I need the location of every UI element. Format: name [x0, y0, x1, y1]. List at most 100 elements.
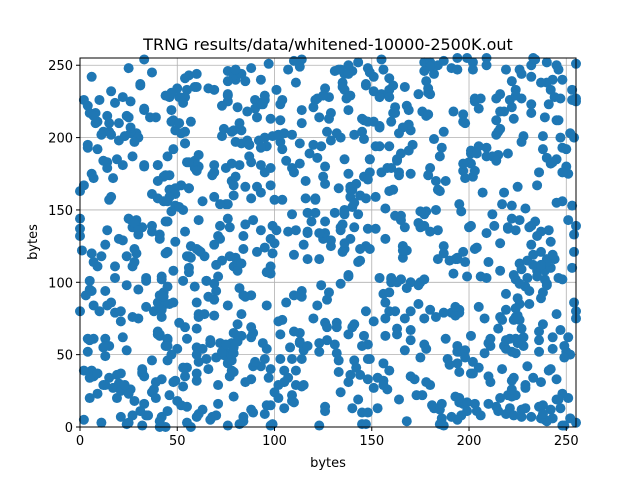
- data-point: [102, 300, 113, 311]
- data-point: [364, 154, 375, 165]
- data-point: [181, 84, 192, 95]
- data-point: [191, 165, 202, 176]
- data-point: [510, 333, 521, 344]
- data-point: [259, 353, 270, 364]
- data-point: [535, 377, 546, 388]
- data-point: [158, 291, 169, 302]
- data-point: [530, 54, 541, 65]
- data-point: [491, 115, 502, 126]
- data-point: [216, 255, 227, 266]
- data-point: [380, 297, 391, 308]
- data-point: [230, 64, 241, 75]
- data-point: [119, 380, 130, 391]
- data-point: [458, 116, 469, 127]
- data-point: [240, 181, 251, 192]
- data-point: [500, 304, 511, 315]
- data-point: [335, 387, 346, 398]
- data-point: [106, 129, 117, 140]
- data-point: [226, 355, 237, 366]
- data-point: [559, 420, 570, 431]
- data-point: [462, 271, 473, 282]
- data-point: [343, 68, 354, 79]
- data-point: [522, 272, 533, 283]
- data-point: [146, 67, 157, 78]
- data-point: [555, 403, 566, 414]
- data-point: [364, 353, 375, 364]
- data-point: [547, 74, 558, 85]
- data-point: [143, 410, 154, 421]
- data-point: [209, 160, 220, 171]
- data-point: [448, 106, 459, 117]
- data-point: [290, 225, 301, 236]
- data-point: [265, 233, 276, 244]
- y-axis-ticks: 0 50 100 150 200 250: [48, 59, 80, 436]
- data-point: [156, 312, 167, 323]
- data-point: [100, 340, 111, 351]
- data-point: [123, 388, 134, 399]
- data-point: [403, 105, 414, 116]
- data-point: [339, 154, 350, 165]
- data-point: [174, 202, 185, 213]
- data-point: [475, 271, 486, 282]
- data-point: [76, 245, 87, 256]
- data-point: [360, 306, 371, 317]
- data-point: [117, 92, 128, 103]
- data-point: [493, 406, 504, 417]
- data-point: [362, 407, 373, 418]
- data-point: [314, 254, 325, 265]
- data-point: [516, 404, 527, 415]
- data-point: [543, 225, 554, 236]
- data-point: [355, 244, 366, 255]
- data-point: [528, 372, 539, 383]
- data-point: [234, 160, 245, 171]
- data-point: [265, 113, 276, 124]
- data-point: [193, 149, 204, 160]
- data-point: [308, 139, 319, 150]
- data-point: [343, 377, 354, 388]
- data-point: [255, 74, 266, 85]
- data-point: [357, 340, 368, 351]
- data-point: [121, 280, 132, 291]
- data-point: [113, 118, 124, 129]
- data-point: [244, 139, 255, 150]
- data-point: [275, 99, 286, 110]
- data-point: [473, 103, 484, 114]
- data-point: [467, 64, 478, 75]
- data-point: [209, 310, 220, 321]
- data-point: [306, 216, 317, 227]
- data-point: [450, 301, 461, 312]
- data-point: [351, 178, 362, 189]
- data-point: [203, 291, 214, 302]
- data-point: [553, 115, 564, 126]
- data-point: [162, 151, 173, 162]
- data-point: [430, 204, 441, 215]
- data-point: [362, 374, 373, 385]
- data-point: [541, 57, 552, 68]
- data-point: [224, 222, 235, 233]
- data-point: [448, 268, 459, 279]
- data-point: [275, 329, 286, 340]
- data-point: [294, 158, 305, 169]
- data-point: [261, 300, 272, 311]
- data-point: [267, 419, 278, 430]
- data-point: [273, 316, 284, 327]
- data-point: [316, 141, 327, 152]
- data-point: [526, 239, 537, 250]
- data-point: [310, 207, 321, 218]
- data-point: [526, 99, 537, 110]
- data-point: [191, 323, 202, 334]
- data-point: [121, 251, 132, 262]
- data-point: [156, 304, 167, 315]
- data-point: [193, 245, 204, 256]
- data-point: [312, 152, 323, 163]
- data-point: [510, 90, 521, 101]
- data-point: [534, 167, 545, 178]
- data-point: [320, 406, 331, 417]
- data-point: [320, 161, 331, 172]
- data-point: [495, 393, 506, 404]
- data-point: [259, 242, 270, 253]
- data-point: [156, 274, 167, 285]
- data-point: [434, 151, 445, 162]
- data-point: [353, 394, 364, 405]
- data-point: [133, 225, 144, 236]
